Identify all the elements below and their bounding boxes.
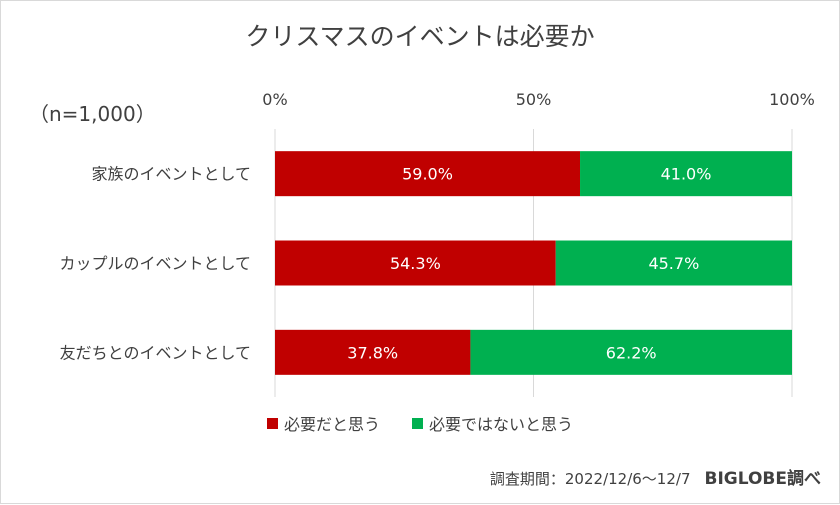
data-label: 45.7% <box>648 254 699 273</box>
chart-legend: 必要だと思う 必要ではないと思う <box>1 411 839 435</box>
chart-title: クリスマスのイベントは必要か <box>245 22 595 51</box>
data-label: 41.0% <box>661 165 712 184</box>
legend-swatch-necessary <box>266 417 278 429</box>
legend-label-not-necessary: 必要ではないと思う <box>429 415 574 434</box>
survey-period: 調査期間：2022/12/6～12/7 <box>489 470 691 488</box>
bar <box>555 240 792 286</box>
bar <box>470 329 792 375</box>
legend-item-necessary: 必要だと思う <box>266 411 380 435</box>
data-label: 62.2% <box>606 343 657 362</box>
data-label: 37.8% <box>347 343 398 362</box>
bar <box>275 240 556 286</box>
x-tick-label: 50% <box>516 90 552 109</box>
legend-item-not-necessary: 必要ではないと思う <box>412 411 573 435</box>
category-label: 家族のイベントとして <box>91 165 251 184</box>
brand-credit: BIGLOBE調べ <box>704 469 822 489</box>
x-tick-label: 100% <box>769 90 815 109</box>
category-label: 友だちとのイベントとして <box>60 343 251 362</box>
bar <box>275 329 471 375</box>
category-label: カップルのイベントとして <box>59 254 251 273</box>
data-label: 59.0% <box>402 165 453 184</box>
source-footer: 調査期間：2022/12/6～12/7 BIGLOBE調べ <box>490 464 821 489</box>
bar <box>275 151 581 197</box>
bar <box>580 151 792 197</box>
legend-label-necessary: 必要だと思う <box>283 415 380 434</box>
data-label: 54.3% <box>390 254 441 273</box>
sample-size-note: （n=1,000） <box>29 102 156 126</box>
x-tick-label: 0% <box>262 90 287 109</box>
legend-swatch-not-necessary <box>412 417 423 429</box>
